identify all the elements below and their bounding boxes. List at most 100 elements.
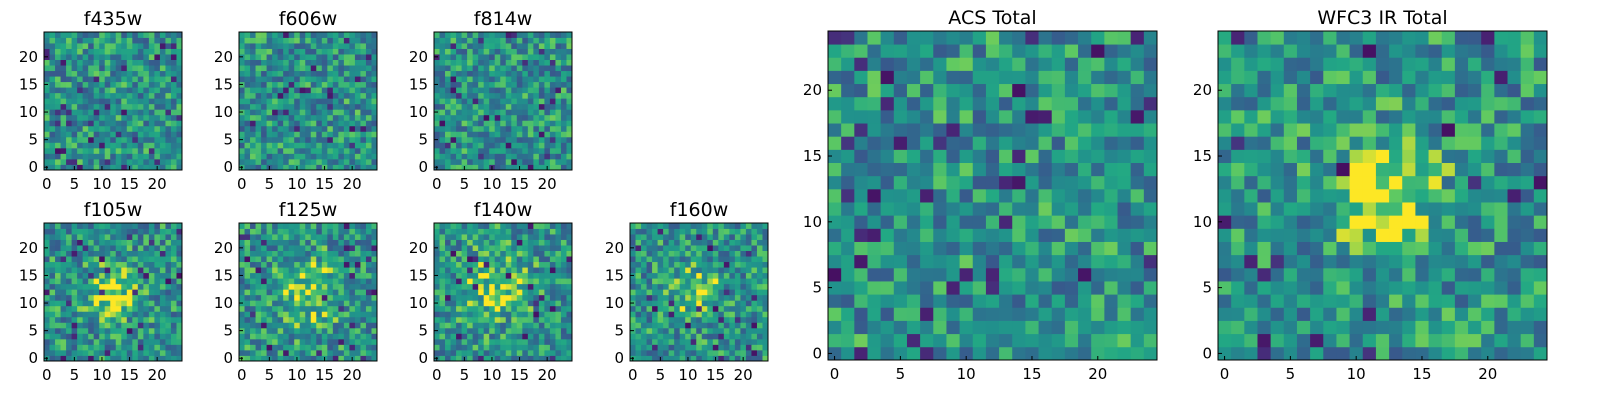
heatmap-cell xyxy=(349,98,356,105)
heatmap-cell xyxy=(679,228,686,235)
heatmap-cell xyxy=(478,333,485,340)
heatmap-cell xyxy=(283,87,290,94)
heatmap-cell xyxy=(652,256,658,263)
heatmap-cell xyxy=(461,278,468,285)
heatmap-cell xyxy=(261,120,267,127)
heatmap-cell xyxy=(566,131,573,138)
heatmap-cell xyxy=(288,333,295,340)
heatmap-cell xyxy=(110,261,117,268)
heatmap-cell xyxy=(707,283,714,290)
heatmap-cell xyxy=(165,76,172,83)
heatmap-cell xyxy=(349,70,356,77)
heatmap-cell xyxy=(110,272,117,279)
heatmap-cell xyxy=(635,311,642,318)
heatmap-cell xyxy=(740,333,747,340)
heatmap-cell xyxy=(439,43,446,49)
heatmap-cell xyxy=(1012,202,1026,216)
heatmap-cell xyxy=(434,142,440,149)
heatmap-cell xyxy=(137,164,144,171)
heatmap-cell xyxy=(299,267,306,274)
heatmap-cell xyxy=(538,245,545,251)
heatmap-cell xyxy=(88,283,95,290)
heatmap-cell xyxy=(893,294,908,308)
heatmap-cell xyxy=(906,215,921,229)
heatmap-cell xyxy=(44,311,50,318)
heatmap-cell xyxy=(439,76,446,83)
heatmap-cell xyxy=(360,103,367,110)
heatmap-cell xyxy=(560,245,567,251)
heatmap-cell xyxy=(115,250,122,257)
heatmap-cell xyxy=(751,294,758,301)
heatmap-cell xyxy=(148,87,155,94)
heatmap-cell xyxy=(310,120,317,127)
heatmap-cell xyxy=(516,250,523,257)
heatmap-cell xyxy=(1091,162,1105,177)
heatmap-cell xyxy=(49,109,56,116)
heatmap-cell xyxy=(82,37,89,44)
heatmap-cell xyxy=(880,136,895,150)
heatmap-cell xyxy=(533,245,540,251)
heatmap-cell xyxy=(44,338,50,345)
heatmap-cell xyxy=(288,65,295,72)
heatmap-cell xyxy=(88,228,95,235)
heatmap-cell xyxy=(93,316,100,323)
heatmap-cell xyxy=(321,223,328,229)
heatmap-cell xyxy=(110,65,117,72)
heatmap-cell xyxy=(126,283,133,290)
heatmap-cell xyxy=(522,158,529,165)
heatmap-cell xyxy=(115,87,122,94)
heatmap-cell xyxy=(712,294,719,301)
heatmap-cell xyxy=(762,300,769,307)
heatmap-cell xyxy=(272,87,279,94)
heatmap-cell xyxy=(663,327,670,334)
heatmap-cell xyxy=(255,322,262,329)
y-tick-label: 10 xyxy=(214,103,233,121)
panel-title: f105w xyxy=(84,199,143,221)
heatmap-cell xyxy=(707,327,714,334)
heatmap-cell xyxy=(560,311,567,318)
heatmap-cell xyxy=(544,349,551,356)
heatmap-cell xyxy=(544,98,551,105)
heatmap-cell xyxy=(718,322,725,329)
heatmap-cell xyxy=(467,158,474,165)
heatmap-cell xyxy=(277,153,284,160)
heatmap-cell xyxy=(93,300,100,307)
heatmap-cell xyxy=(104,114,111,121)
heatmap-cell xyxy=(494,114,501,121)
heatmap-cell xyxy=(239,250,245,257)
heatmap-cell xyxy=(544,327,551,334)
heatmap-cell xyxy=(154,333,161,340)
heatmap-cell xyxy=(729,234,736,240)
heatmap-cell xyxy=(126,234,133,240)
heatmap-cell xyxy=(88,327,95,334)
heatmap-cell xyxy=(137,125,144,132)
heatmap-cell xyxy=(60,344,67,351)
heatmap-cell xyxy=(261,311,267,318)
heatmap-cell xyxy=(82,65,89,72)
heatmap-cell xyxy=(261,164,267,171)
heatmap-cell xyxy=(44,239,50,246)
heatmap-cell xyxy=(360,164,367,171)
heatmap-cell xyxy=(82,245,89,251)
heatmap-cell xyxy=(148,48,155,55)
heatmap-cell xyxy=(434,338,440,345)
heatmap-cell xyxy=(104,142,111,149)
heatmap-cell xyxy=(1012,254,1026,269)
heatmap-cell xyxy=(663,289,670,296)
heatmap-cell xyxy=(472,283,479,290)
heatmap-cell xyxy=(321,43,328,49)
heatmap-cell xyxy=(354,70,361,77)
heatmap-cell xyxy=(283,234,290,240)
heatmap-cell xyxy=(920,123,934,137)
heatmap-cell xyxy=(354,322,361,329)
heatmap-cell xyxy=(467,81,474,88)
heatmap-cell xyxy=(668,245,675,251)
heatmap-cell xyxy=(316,283,323,290)
heatmap-cell xyxy=(371,153,378,160)
heatmap-cell xyxy=(511,43,518,49)
heatmap-cell xyxy=(751,267,758,274)
heatmap-cell xyxy=(555,322,562,329)
heatmap-cell xyxy=(365,289,372,296)
heatmap-cell xyxy=(165,98,172,105)
heatmap-cell xyxy=(176,245,183,251)
